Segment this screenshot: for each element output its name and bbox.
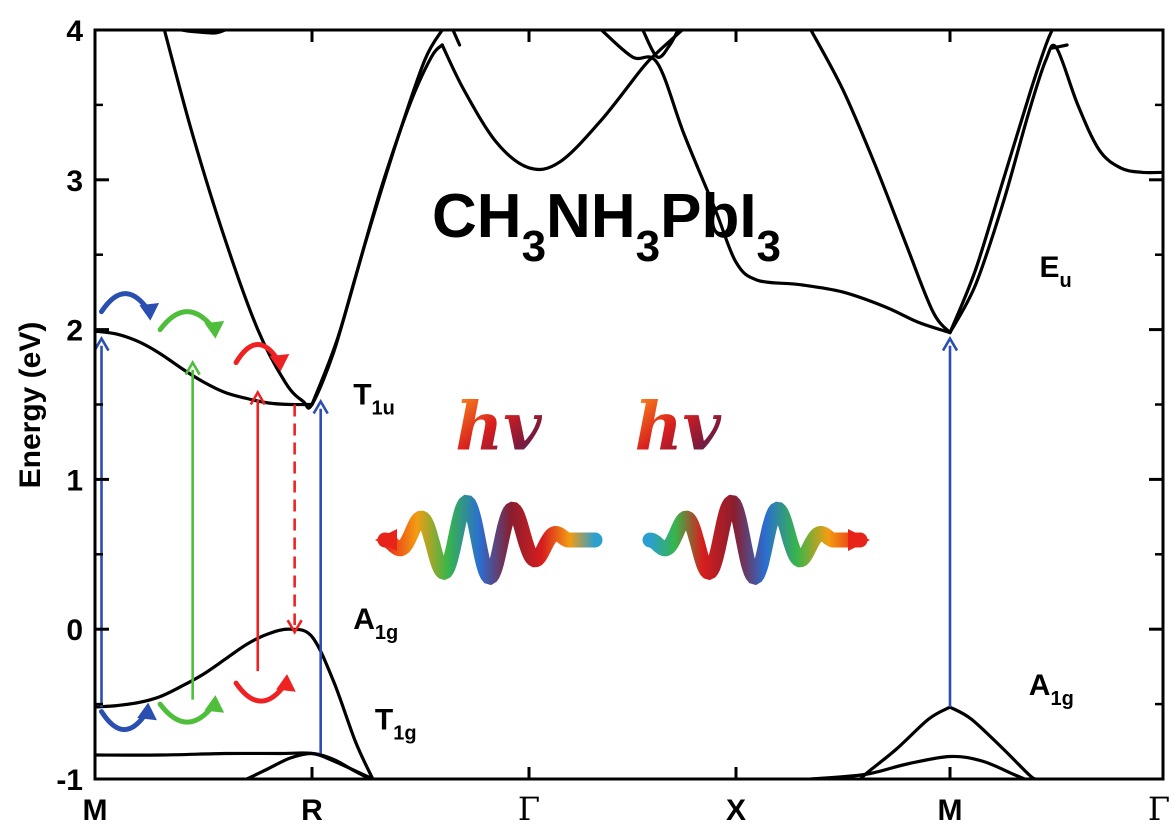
band-line xyxy=(858,705,952,779)
y-axis-label: Energy (eV) xyxy=(14,322,47,489)
relaxation-arrow xyxy=(157,701,217,725)
arrow-head xyxy=(184,359,201,376)
band-line xyxy=(809,30,952,335)
y-tick-label: 4 xyxy=(66,15,83,48)
y-tick-label: -1 xyxy=(56,764,83,797)
formula-part: NH xyxy=(546,182,636,251)
band-symmetry-label: A1g xyxy=(353,603,398,644)
band-line xyxy=(948,705,1037,779)
formula-part: PbI xyxy=(660,182,756,251)
k-point-label: Γ xyxy=(518,790,540,828)
relaxation-arrows xyxy=(99,291,296,732)
photon-arrow-tip xyxy=(848,529,870,551)
photon-labels: hv hv xyxy=(455,387,721,465)
formula-subscript: 3 xyxy=(522,222,546,271)
photon-wave xyxy=(642,494,868,586)
relaxation-arrow xyxy=(157,309,217,333)
photon-label: hv xyxy=(455,387,542,465)
band-line xyxy=(162,30,444,410)
arrow-head xyxy=(249,389,266,406)
band-line xyxy=(1050,43,1069,50)
relaxation-arrow-head xyxy=(204,695,225,713)
transition-arrows xyxy=(93,336,959,754)
band-line xyxy=(245,751,373,779)
k-point-label: M xyxy=(938,794,963,827)
k-point-label: R xyxy=(301,794,323,827)
chart-title-formula: CH3NH3PbI3 xyxy=(432,182,781,271)
relaxation-arrow-head xyxy=(204,321,225,339)
band-line xyxy=(948,30,1054,335)
formula-subscript: 3 xyxy=(757,222,781,271)
photon-waves xyxy=(375,494,870,586)
arrow-head xyxy=(286,619,303,635)
y-tick-label: 0 xyxy=(66,614,83,647)
band-line xyxy=(599,30,952,335)
band-line xyxy=(948,43,1163,335)
k-point-label: X xyxy=(726,794,746,827)
relaxation-arrow-head xyxy=(276,674,296,692)
band-symmetry-label: Eu xyxy=(1039,251,1071,292)
band-line xyxy=(440,30,684,172)
band-symmetry-label: T1u xyxy=(353,379,395,420)
band-line xyxy=(95,329,314,407)
k-point-label: M xyxy=(83,794,108,827)
photon-wave xyxy=(377,494,603,586)
formula-subscript: 3 xyxy=(636,222,660,271)
plot-border xyxy=(93,28,1165,781)
arrow-head xyxy=(93,336,110,352)
band-line xyxy=(310,30,444,407)
photon-arrow-tip xyxy=(375,529,397,551)
arrow-head xyxy=(941,336,959,352)
relaxation-arrow-head xyxy=(139,303,160,321)
k-point-label: Γ xyxy=(1148,790,1170,828)
band-line xyxy=(641,30,680,59)
band-line xyxy=(809,754,1027,779)
band-line xyxy=(95,627,375,779)
y-axis-ticks: -1 0 1 2 3 4 xyxy=(56,15,1163,797)
relaxation-arrow-head xyxy=(137,702,157,721)
plot-frame xyxy=(93,28,1165,781)
band-lines xyxy=(95,30,1163,779)
arrow-head xyxy=(312,398,329,415)
relaxation-arrow-head xyxy=(269,353,290,372)
y-tick-label: 2 xyxy=(66,315,83,348)
band-symmetry-labels: Eu T1u A1g T1g A1g xyxy=(353,251,1074,744)
y-tick-label: 3 xyxy=(66,165,83,198)
band-symmetry-label: T1g xyxy=(375,704,417,745)
band-symmetry-label: A1g xyxy=(1029,669,1074,710)
formula-part: CH xyxy=(432,182,522,251)
relaxation-arrow xyxy=(233,680,289,704)
photon-label: hv xyxy=(635,387,722,465)
y-tick-label: 1 xyxy=(66,464,83,497)
band-line xyxy=(451,30,462,47)
